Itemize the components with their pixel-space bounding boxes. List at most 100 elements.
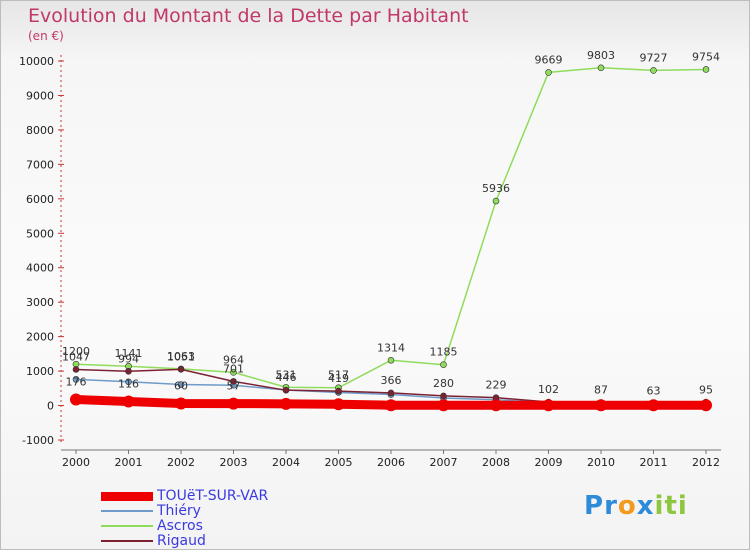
legend-label: Ascros [157, 518, 203, 534]
logo-letter: r [604, 491, 618, 521]
legend-swatch [101, 540, 153, 542]
x-tick-label: 2004 [272, 456, 300, 469]
data-point [125, 367, 132, 375]
x-tick-label: 2005 [325, 456, 353, 469]
y-tick-label: 7000 [26, 158, 54, 171]
data-label: 419 [328, 372, 349, 385]
y-tick-label: 0 [47, 400, 54, 413]
data-point [595, 399, 607, 412]
x-tick-label: 2001 [115, 456, 143, 469]
series-layer: 1200 1141 1063 964 531 517 1314 1185 5936 9669 980… [62, 49, 720, 412]
data-label: 517 [328, 369, 349, 382]
legend-label: Thiéry [157, 503, 201, 519]
data-point [650, 67, 657, 74]
y-tick-label: -1000 [22, 434, 54, 447]
data-label: 116 [118, 378, 139, 391]
x-tick-label: 2011 [640, 456, 668, 469]
data-label: 964 [223, 353, 244, 366]
legend-swatch [101, 492, 153, 501]
data-point [227, 397, 240, 410]
y-tick-label: 5000 [26, 227, 54, 240]
data-point [70, 393, 82, 406]
data-point [177, 381, 185, 388]
data-label: 229 [486, 379, 507, 392]
legend-swatch [101, 525, 153, 527]
data-label: 1200 [62, 345, 90, 358]
series-tou-t-sur-var [70, 393, 712, 412]
data-label: 63 [647, 384, 661, 397]
y-tick-label: 4000 [26, 262, 54, 275]
chart-title: Evolution du Montant de la Dette par Hab… [28, 5, 469, 27]
logo-letter: P [584, 491, 605, 521]
data-point [437, 399, 450, 412]
data-point [490, 399, 502, 412]
x-tick-label: 2003 [220, 456, 248, 469]
data-label: 5936 [482, 182, 510, 195]
data-point [542, 399, 555, 412]
data-label: 1047 [62, 350, 90, 363]
x-tick-label: 2007 [430, 456, 458, 469]
data-label: 95 [699, 383, 713, 396]
series-line [75, 67, 707, 389]
data-point [387, 356, 395, 364]
data-point [597, 64, 605, 72]
data-point [280, 397, 292, 410]
series-ascros [72, 64, 710, 392]
data-label: 994 [118, 352, 139, 365]
x-tick-label: 2009 [535, 456, 563, 469]
logo-letter: i [677, 491, 688, 521]
data-label: 1185 [430, 346, 458, 359]
chart-unit: (en €) [28, 29, 64, 43]
data-point [385, 399, 397, 412]
data-label: 1063 [167, 350, 195, 363]
data-label: 1141 [115, 347, 143, 360]
data-point [125, 378, 132, 386]
x-tick-label: 2008 [482, 456, 510, 469]
data-label: 1051 [167, 350, 195, 363]
data-point [440, 392, 447, 400]
data-point [545, 69, 552, 76]
x-tick-label: 2006 [377, 456, 405, 469]
data-point [175, 397, 187, 410]
data-point [335, 387, 342, 395]
data-label: 280 [433, 377, 454, 390]
y-tick-label: 3000 [26, 296, 54, 309]
data-point [700, 399, 712, 412]
data-label: 9803 [587, 49, 615, 62]
data-point [492, 197, 500, 205]
data-label: 9754 [692, 50, 720, 63]
x-tick-label: 2012 [692, 456, 720, 469]
data-point [332, 398, 345, 411]
data-point [230, 378, 237, 385]
y-tick-label: 10000 [19, 55, 54, 68]
data-point [647, 399, 660, 412]
data-label: 9727 [640, 51, 668, 64]
data-point [440, 361, 447, 369]
data-point [230, 369, 237, 376]
data-label: 87 [594, 384, 608, 397]
data-point [702, 66, 710, 73]
axes: -1000 0 1000 2000 3000 4000 5000 6000 7000 8000 90… [19, 55, 721, 469]
data-label: 102 [538, 383, 559, 396]
logo-letter: t [664, 491, 678, 521]
data-label: 446 [276, 371, 297, 384]
y-tick-label: 9000 [26, 89, 54, 102]
data-label: 701 [223, 362, 244, 375]
data-label: 60 [174, 379, 188, 392]
data-label: 531 [276, 368, 297, 381]
data-point [122, 395, 135, 408]
x-tick-label: 2000 [62, 456, 90, 469]
y-tick-label: 6000 [26, 193, 54, 206]
data-label: 9669 [535, 53, 563, 66]
data-label: 57 [227, 380, 241, 393]
legend-label: Rigaud [157, 533, 206, 549]
y-tick-label: 2000 [26, 331, 54, 344]
proxiti-logo: Proxiti [584, 491, 688, 521]
x-tick-label: 2002 [167, 456, 195, 469]
data-label: 176 [66, 375, 87, 388]
y-tick-label: 1000 [26, 365, 54, 378]
x-tick-label: 2010 [587, 456, 615, 469]
logo-letter: i [654, 491, 665, 521]
